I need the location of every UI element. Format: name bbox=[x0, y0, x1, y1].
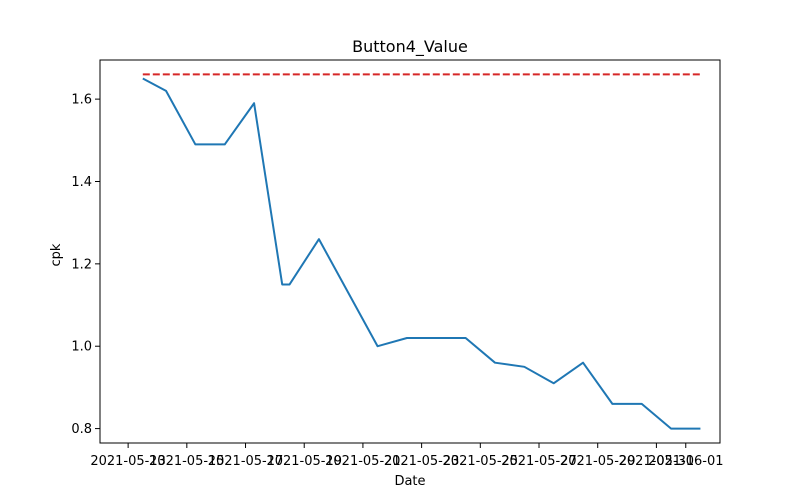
y-tick-label: 1.6 bbox=[71, 93, 92, 108]
y-tick-label: 1.2 bbox=[71, 257, 92, 272]
x-tick-label: 2021-05-31 bbox=[619, 454, 695, 469]
x-tick-label: 2021-05-21 bbox=[325, 454, 401, 469]
series-line-0 bbox=[142, 77, 701, 430]
x-tick-label: 2021-05-15 bbox=[149, 454, 225, 469]
x-tick-label: 2021-05-27 bbox=[501, 454, 577, 469]
x-tick-label: 2021-05-25 bbox=[443, 454, 519, 469]
x-axis-title: Date bbox=[394, 474, 425, 489]
plot-marks bbox=[142, 73, 701, 430]
axes: 2021-05-132021-05-152021-05-172021-05-19… bbox=[71, 59, 724, 469]
chart-title: Button4_Value bbox=[352, 37, 468, 57]
y-tick-label: 1.4 bbox=[71, 175, 92, 190]
y-axis-title: cpk bbox=[49, 243, 64, 266]
y-tick-label: 1.0 bbox=[71, 340, 92, 355]
plot-frame bbox=[99, 59, 721, 444]
x-tick-label: 2021-06-01 bbox=[648, 454, 724, 469]
x-tick-label: 2021-05-29 bbox=[560, 454, 636, 469]
x-tick-label: 2021-05-23 bbox=[384, 454, 460, 469]
x-tick-label: 2021-05-17 bbox=[208, 454, 284, 469]
x-tick-label: 2021-05-13 bbox=[90, 454, 166, 469]
x-tick-label: 2021-05-19 bbox=[266, 454, 342, 469]
y-tick-label: 0.8 bbox=[71, 422, 92, 437]
